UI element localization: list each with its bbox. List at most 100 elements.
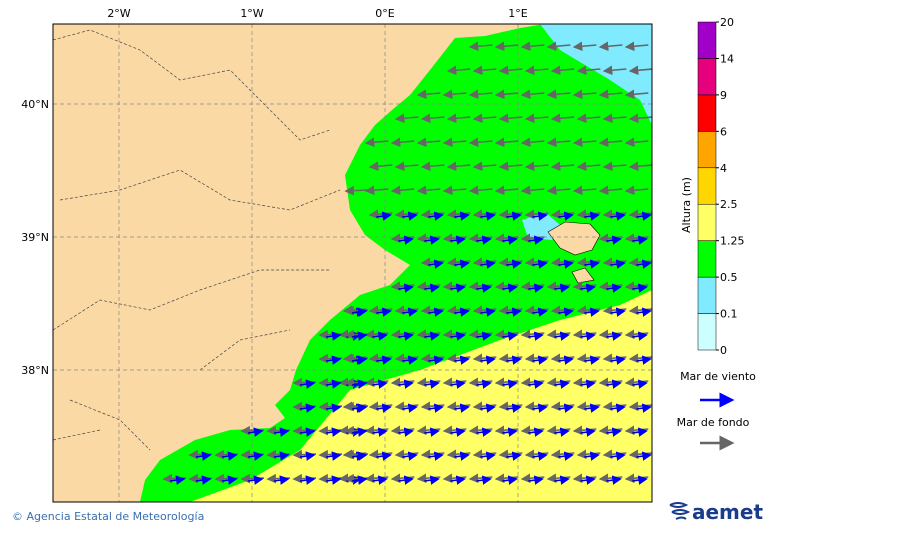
swell-arrow [498,161,523,172]
wind-arrow [610,451,626,461]
wind-arrow [502,283,518,293]
wind-arrow [398,379,414,389]
wind-arrow [632,331,648,341]
wind-arrow [398,283,414,293]
swell-arrow [472,65,497,76]
swell-arrow [364,137,389,148]
wind-arrow [221,451,238,461]
arrows [162,41,652,485]
wind-arrow [584,355,600,365]
swell-arrow [520,89,545,100]
swell-arrow [494,185,519,196]
wind-arrow [480,355,496,365]
lon-label: 1°E [508,7,527,20]
wind-arrow [476,427,492,437]
wind-arrow [528,475,544,485]
wind-arrow [584,403,600,413]
lat-labels: 40°N 39°N 38°N [21,98,49,377]
wind-arrow [632,379,648,389]
swell-arrow [576,65,601,76]
swell-arrow [446,113,471,124]
wind-arrow [402,211,418,221]
colorbar-tick-label: 20 [720,16,734,29]
wind-arrow [454,307,470,317]
wind-arrow [424,283,440,293]
colorbar-label: Altura (m) [680,177,693,233]
wind-arrow [299,379,316,389]
wind-arrow [195,451,212,461]
wind-arrow [376,355,392,365]
swell-arrow [598,89,623,100]
colorbar: 0 0.1 0.5 1.25 2.5 4 6 9 14 20 [697,16,745,357]
colorbar-bin [697,203,717,241]
wind-arrow [506,307,522,317]
wind-arrow [480,211,496,221]
wind-arrow [454,451,470,461]
wind-arrow [398,475,414,485]
wind-arrow [584,307,600,317]
lat-label: 39°N [21,231,49,244]
swell-arrow [550,65,575,76]
wind-arrow [632,283,648,293]
swell-arrow [468,41,493,52]
wind-arrow [532,259,548,269]
wind-arrow [632,427,648,437]
wind-arrow [480,307,496,317]
wind-arrow [502,427,518,437]
swell-arrow [550,113,575,124]
wind-arrow [506,355,522,365]
swell-arrow [394,161,419,172]
wind-arrow [325,331,342,341]
swell-arrow [628,65,652,76]
wind-arrow [450,475,466,485]
wind-arrow [398,427,414,437]
wind-arrow [502,331,518,341]
swell-arrow [446,65,471,76]
wind-arrow [247,451,264,461]
wind-arrow [454,355,470,365]
swell-arrow [624,137,649,148]
wind-arrow [428,259,444,269]
wind-arrow [554,427,570,437]
wind-arrow [476,283,492,293]
wind-arrow [398,235,414,245]
wind-arrow [424,427,440,437]
wind-arrow [424,475,440,485]
swell-arrow [416,137,441,148]
swell-arrow [602,113,627,124]
wind-arrow [558,211,574,221]
wind-arrow [476,475,492,485]
swell-arrow [468,185,493,196]
wind-arrow [506,403,522,413]
wind-arrow [528,235,544,245]
wind-arrow [351,475,368,485]
wind-arrow [506,211,522,221]
swell-arrow [628,161,652,172]
wind-arrow [636,259,652,269]
wind-arrow [450,235,466,245]
swell-arrow [494,89,519,100]
swell-arrow [468,137,493,148]
swell-arrow [390,137,415,148]
wind-arrow [528,379,544,389]
wind-arrow [558,403,574,413]
wind-arrow [506,259,522,269]
swell-arrow [524,113,549,124]
swell-arrow [364,185,389,196]
colorbar-tick-label: 0.1 [720,308,738,321]
wind-arrow [476,379,492,389]
colorbar-tick-label: 6 [720,125,727,138]
lon-label: 2°W [107,7,130,20]
swell-arrow [572,137,597,148]
wind-arrow [554,475,570,485]
swell-arrow [494,137,519,148]
wind-arrow [299,451,316,461]
wind-arrow [450,427,466,437]
wind-arrow [299,427,316,437]
wind-arrow [402,307,418,317]
swell-arrow [442,89,467,100]
swell-arrow [368,161,393,172]
wind-arrow [424,379,440,389]
colorbar-tick-label: 14 [720,52,734,65]
wind-arrow [402,451,418,461]
